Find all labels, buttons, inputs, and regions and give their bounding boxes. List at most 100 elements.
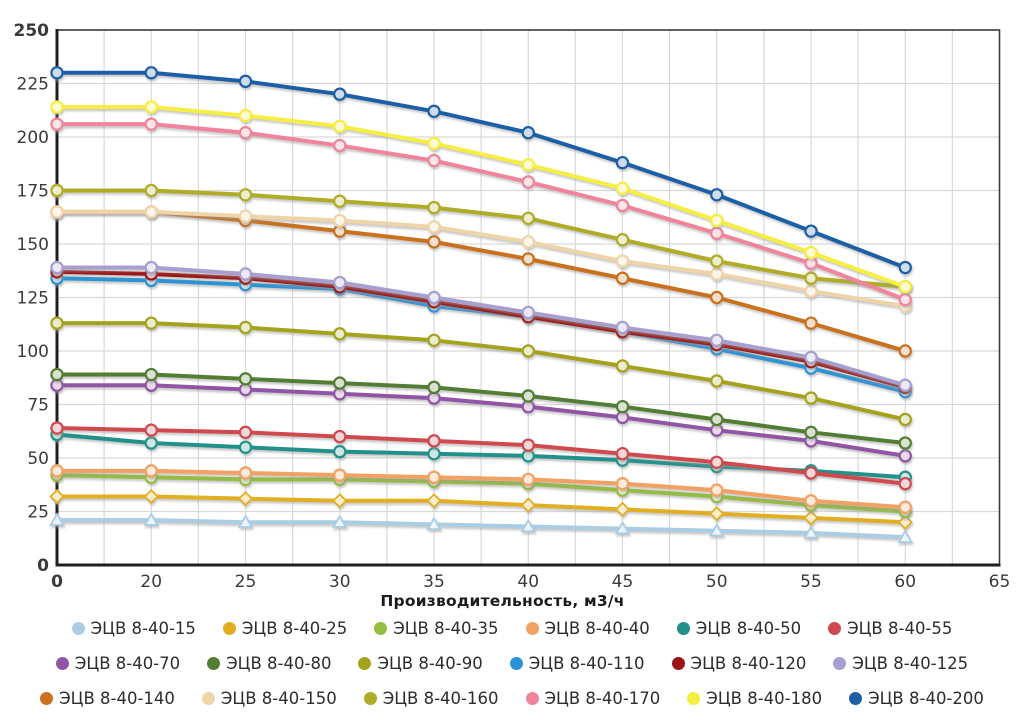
data-point: [898, 476, 912, 491]
data-point: [427, 200, 441, 215]
legend-label: ЭЦВ 8-40-55: [847, 619, 953, 638]
data-point: [615, 254, 630, 268]
data-point: [898, 344, 912, 358]
data-point: [898, 500, 912, 514]
legend-label: ЭЦВ 8-40-160: [382, 689, 499, 708]
data-point: [333, 327, 347, 341]
data-point: [804, 256, 818, 270]
data-point: [614, 520, 631, 535]
data-point: [333, 87, 347, 101]
data-point: [427, 434, 441, 448]
data-point: [427, 470, 441, 484]
data-point: [144, 66, 158, 80]
data-point: [804, 284, 818, 298]
data-point: [521, 211, 535, 226]
data-point: [615, 320, 630, 335]
legend-label: ЭЦВ 8-40-140: [59, 689, 175, 708]
data-point: [615, 447, 630, 461]
series-ЭЦВ 8-40-180: [50, 100, 912, 294]
data-point: [804, 224, 818, 238]
legend-label: ЭЦВ 8-40-40: [544, 619, 650, 638]
data-point: [521, 175, 535, 189]
legend-swatch-icon: [71, 622, 85, 635]
data-point: [710, 188, 724, 202]
data-point: [804, 271, 818, 285]
data-point: [144, 205, 158, 219]
data-point: [615, 399, 630, 414]
legend-item: ЭЦВ 8-40-25: [222, 615, 347, 642]
legend-label: ЭЦВ 8-40-80: [226, 654, 332, 673]
data-point: [333, 213, 347, 228]
data-point: [521, 389, 535, 403]
data-point: [521, 235, 535, 249]
data-point: [898, 449, 912, 463]
series-ЭЦВ 8-40-200: [50, 66, 912, 275]
legend-item: ЭЦВ 8-40-200: [849, 685, 984, 712]
data-point: [238, 440, 253, 454]
data-point: [615, 476, 630, 491]
data-point: [615, 198, 630, 213]
data-point: [521, 158, 535, 172]
x-tick-label: 60: [894, 572, 916, 592]
data-point: [521, 344, 535, 358]
data-point: [521, 399, 535, 414]
legend-label: ЭЦВ 8-40-150: [220, 689, 337, 708]
data-point: [238, 108, 253, 123]
data-point: [615, 233, 630, 247]
series-ЭЦВ 8-40-40: [50, 464, 912, 514]
data-point: [710, 290, 724, 305]
legend-swatch-icon: [207, 657, 221, 670]
data-point: [238, 466, 253, 480]
y-tick-label: 0: [37, 556, 49, 576]
data-point: [615, 410, 630, 425]
data-point: [333, 119, 347, 134]
series-ЭЦВ 8-40-90: [50, 316, 912, 427]
data-point: [333, 429, 347, 444]
data-point: [238, 372, 253, 386]
data-point: [50, 100, 64, 114]
data-point: [427, 333, 441, 347]
data-point: [804, 245, 818, 260]
legend-item: ЭЦВ 8-40-80: [207, 650, 331, 677]
data-point: [333, 468, 347, 482]
data-point: [709, 505, 725, 522]
data-point: [710, 267, 724, 281]
legend-label: ЭЦВ 8-40-50: [695, 619, 802, 638]
y-tick-label: 125: [17, 289, 49, 309]
x-tick-label: 65: [989, 572, 1011, 592]
legend-swatch-icon: [687, 692, 701, 705]
legend-label: ЭЦВ 8-40-125: [852, 654, 969, 673]
y-tick-label: 50: [27, 449, 49, 469]
data-point: [331, 514, 348, 528]
series-ЭЦВ 8-40-55: [50, 421, 912, 491]
data-point: [804, 391, 818, 405]
x-tick-label: 45: [612, 572, 634, 592]
y-tick-label: 75: [27, 396, 49, 416]
data-point: [144, 436, 158, 450]
data-point: [143, 512, 160, 526]
legend-item: ЭЦВ 8-40-35: [374, 615, 499, 642]
data-point: [333, 376, 347, 390]
series-ЭЦВ 8-40-15: [49, 512, 914, 543]
legend-label: ЭЦВ 8-40-35: [393, 619, 499, 638]
data-point: [144, 464, 158, 478]
data-point: [804, 350, 818, 365]
legend-swatch-icon: [671, 657, 685, 670]
data-point: [520, 497, 536, 513]
data-point: [427, 104, 441, 119]
data-point: [426, 493, 442, 509]
legend-item: ЭЦВ 8-40-150: [201, 685, 337, 712]
data-point: [708, 522, 725, 537]
legend-item: ЭЦВ 8-40-110: [509, 650, 645, 677]
legend-item: ЭЦВ 8-40-125: [833, 650, 968, 677]
data-point: [710, 455, 724, 469]
legend-item: ЭЦВ 8-40-180: [687, 685, 822, 712]
data-point: [238, 126, 253, 140]
legend-label: ЭЦВ 8-40-15: [90, 619, 196, 638]
legend-item: ЭЦВ 8-40-170: [525, 685, 660, 712]
data-point: [49, 512, 65, 526]
data-point: [710, 254, 724, 268]
data-point: [333, 194, 347, 208]
legend-swatch-icon: [833, 657, 847, 670]
